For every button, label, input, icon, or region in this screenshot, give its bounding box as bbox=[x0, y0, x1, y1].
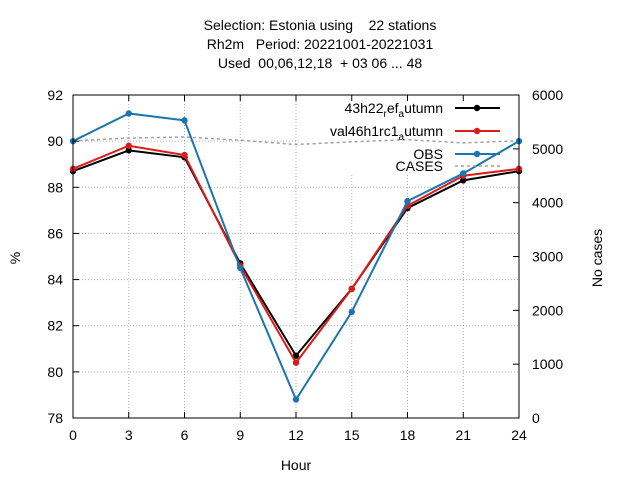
data-point bbox=[292, 352, 300, 359]
x-tick-label: 18 bbox=[400, 427, 416, 443]
y-tick-label: 92 bbox=[47, 87, 63, 103]
y2-tick-label: 6000 bbox=[532, 87, 563, 103]
chart-title-line-3: Used 00,06,12,18 + 03 06 ... 48 bbox=[217, 55, 423, 71]
y-tick-label: 78 bbox=[47, 410, 63, 426]
y-tick-label: 82 bbox=[47, 318, 63, 334]
legend-label: OBS bbox=[413, 146, 443, 162]
legend-marker bbox=[473, 150, 481, 158]
data-point bbox=[181, 117, 188, 124]
x-tick-label: 0 bbox=[69, 427, 77, 443]
data-point bbox=[404, 197, 411, 205]
data-point bbox=[237, 264, 244, 272]
legend-label-cases: CASES bbox=[396, 158, 443, 174]
legend-label: 43h22refautumn bbox=[345, 100, 443, 120]
data-point bbox=[292, 359, 300, 366]
x-tick-label: 6 bbox=[181, 427, 189, 443]
legend-marker bbox=[473, 127, 481, 135]
x-tick-label: 21 bbox=[455, 427, 471, 443]
data-point bbox=[460, 177, 467, 184]
y2-tick-label: 3000 bbox=[532, 249, 563, 265]
x-axis-label: Hour bbox=[281, 457, 312, 473]
x-tick-label: 15 bbox=[344, 427, 360, 443]
data-point bbox=[460, 170, 467, 177]
data-point bbox=[125, 142, 132, 149]
y2-tick-label: 5000 bbox=[532, 141, 563, 157]
grid-lines bbox=[73, 95, 519, 418]
data-point bbox=[181, 151, 188, 159]
y2-tick-label: 0 bbox=[532, 410, 540, 426]
y-tick-label: 90 bbox=[47, 133, 63, 149]
y2-axis-label: No cases bbox=[589, 229, 605, 287]
chart-title-line-1: Selection: Estonia using 22 stations bbox=[203, 17, 437, 33]
data-point bbox=[125, 147, 132, 154]
y2-tick-label: 1000 bbox=[532, 356, 563, 372]
y-axis-label: % bbox=[7, 252, 23, 264]
series-layer bbox=[69, 110, 523, 403]
y-tick-label: 86 bbox=[47, 225, 63, 241]
data-point bbox=[292, 396, 300, 403]
axis-ticks: 0 3 6 9 12 15 18 21 24 78 80 82 84 86 88 90 92 0 1000 2000 3… bbox=[47, 87, 563, 443]
legend-marker bbox=[473, 104, 481, 112]
chart-title-line-2: Rh2m Period: 20221001-20221031 bbox=[206, 36, 434, 52]
cases-layer bbox=[72, 136, 520, 146]
data-point bbox=[348, 285, 355, 292]
data-point bbox=[348, 308, 355, 316]
data-point bbox=[125, 110, 132, 117]
y2-tick-label: 2000 bbox=[532, 302, 563, 318]
y2-tick-label: 4000 bbox=[532, 195, 563, 211]
y-tick-label: 84 bbox=[47, 272, 63, 288]
series-line-cases bbox=[72, 136, 520, 146]
legend-label: val46h1rc1autumn bbox=[330, 123, 443, 143]
x-tick-label: 3 bbox=[125, 427, 133, 443]
x-tick-label: 24 bbox=[511, 427, 527, 443]
y-tick-label: 88 bbox=[47, 179, 63, 195]
x-tick-label: 12 bbox=[288, 427, 304, 443]
x-tick-label: 9 bbox=[236, 427, 244, 443]
y-tick-label: 80 bbox=[47, 364, 63, 380]
